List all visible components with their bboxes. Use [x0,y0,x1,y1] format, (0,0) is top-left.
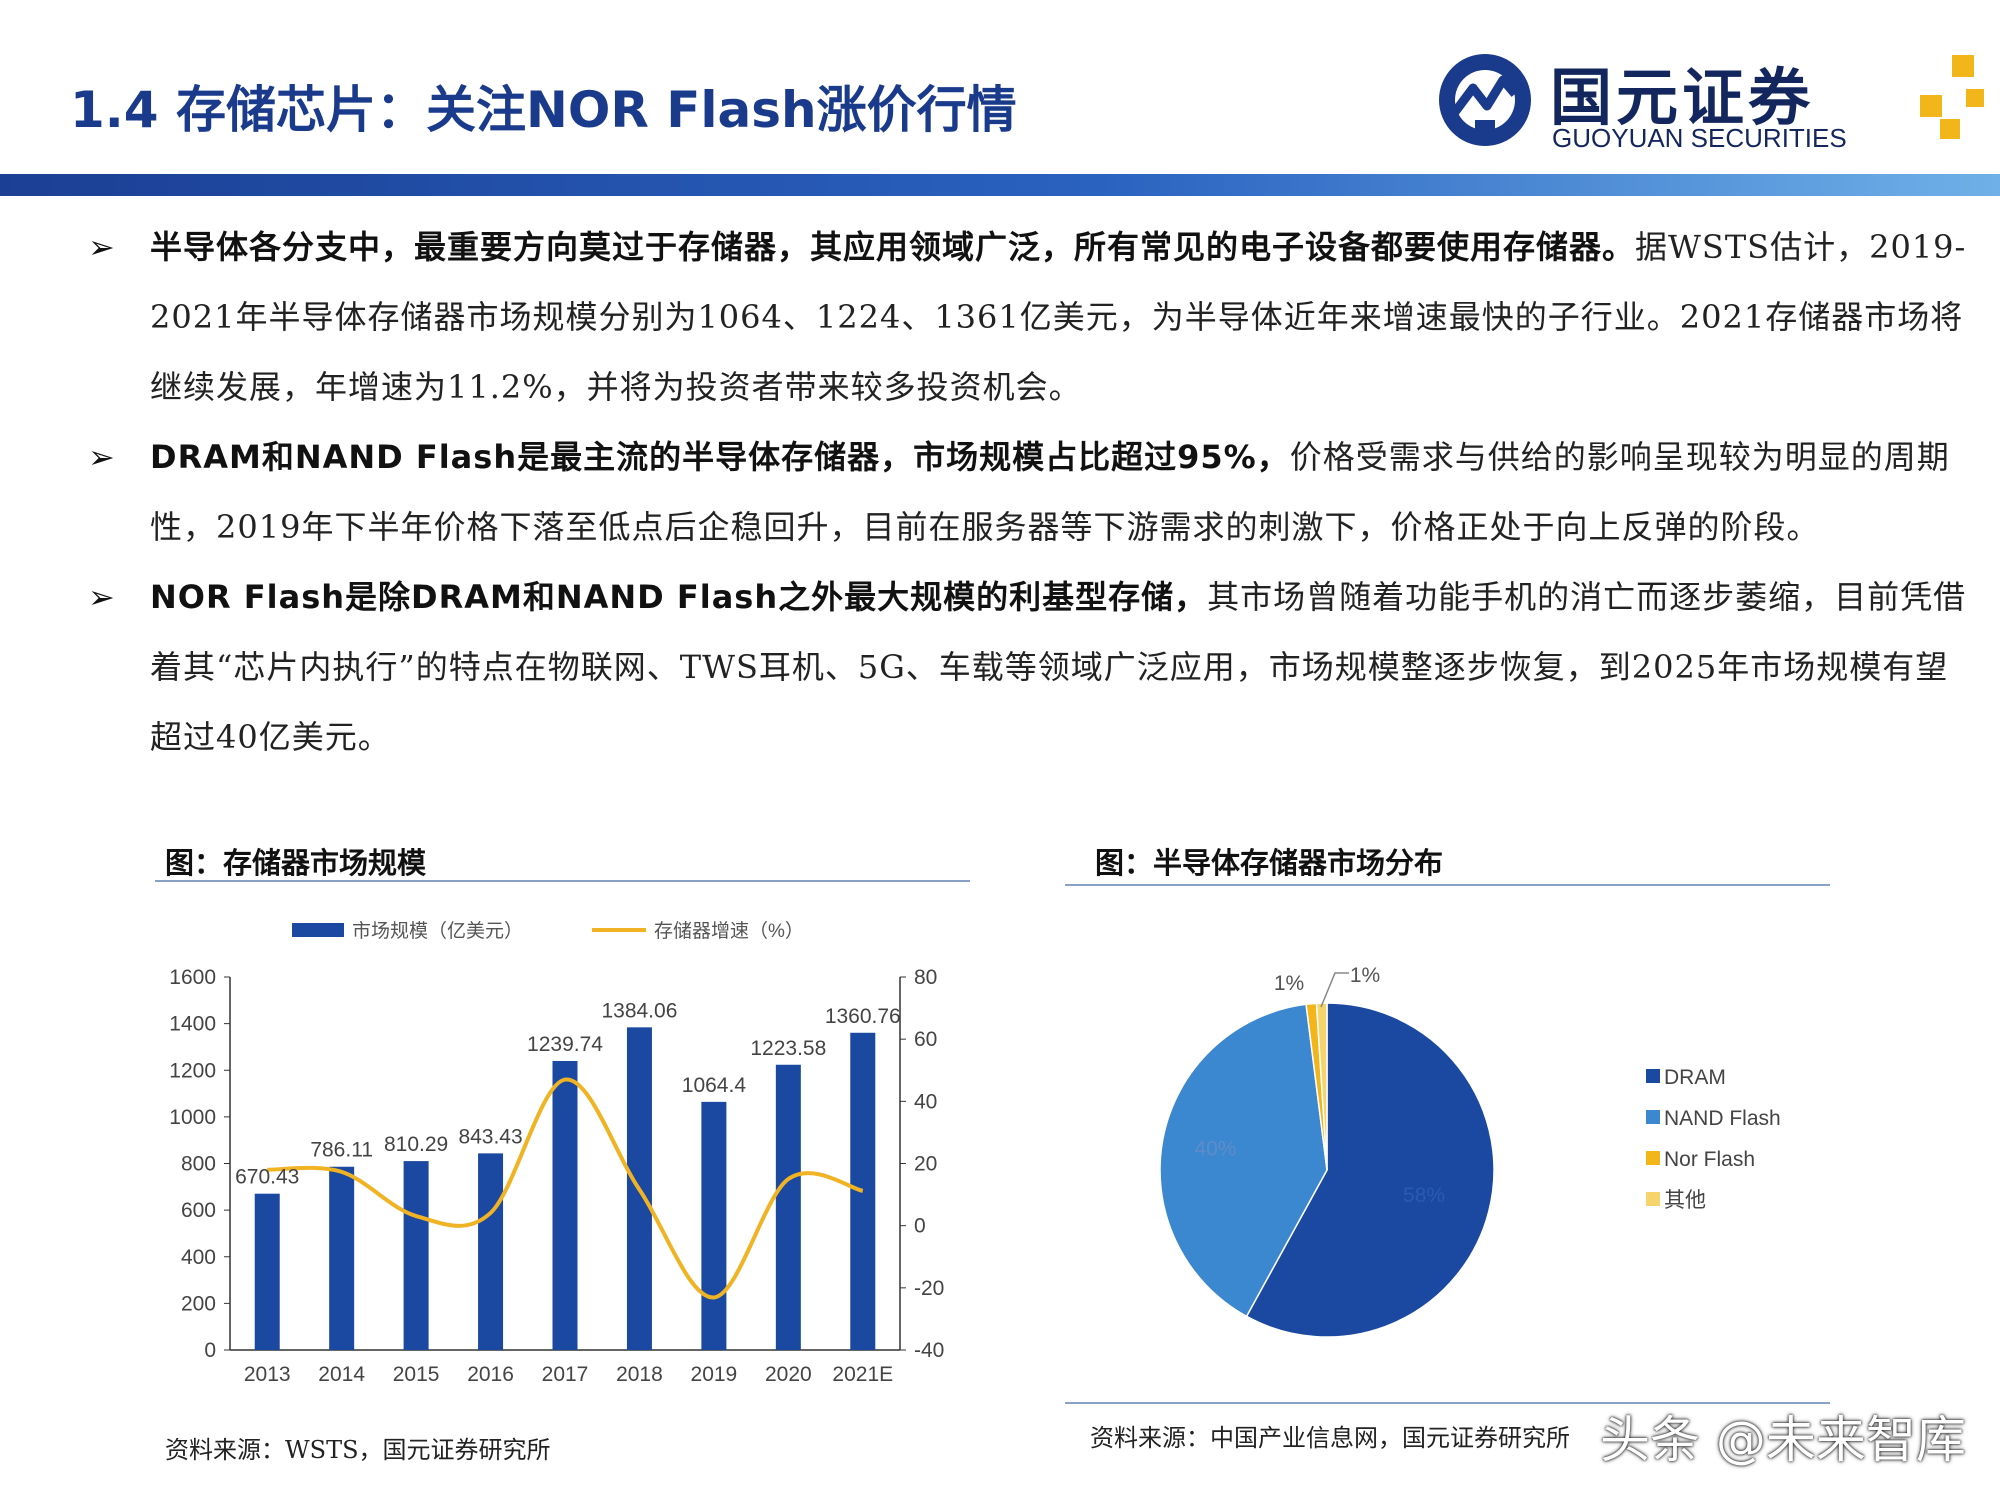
bar-value-label: 1360.76 [825,1005,901,1028]
bullet-bold-text: 半导体各分支中，最重要方向莫过于存储器，其应用领域广泛，所有常见的电子设备都要使… [150,228,1636,266]
legend-label: NAND Flash [1664,1107,1781,1130]
y-tick-label: 200 [181,1292,216,1315]
y-tick-label: 1000 [169,1106,216,1129]
chart-left-rule [155,880,970,882]
chart-right-title: 图：半导体存储器市场分布 [1095,846,1444,880]
growth-line [267,1077,864,1300]
bar-value-label: 1064.4 [682,1074,747,1097]
bar-2019 [701,1101,727,1350]
chart-right-rule [1065,884,1830,886]
legend-swatch [1646,1110,1660,1124]
bar-value-label: 843.43 [458,1125,522,1148]
x-tick-label: 2013 [244,1363,291,1386]
y2-tick-label: 20 [914,1153,937,1176]
bar-value-label: 1223.58 [750,1037,826,1060]
source-left: 资料来源：WSTS，国元证券研究所 [165,1436,551,1464]
watermark: 头条 @未来智库 [1600,1411,1966,1469]
bullet-arrow-icon: ➢ [88,438,115,476]
bar-2013 [254,1193,280,1350]
legend-label-bar: 市场规模（亿美元） [352,920,523,942]
x-tick-label: 2021E [832,1363,893,1386]
y2-tick-label: 60 [914,1028,937,1051]
x-tick-label: 2017 [542,1363,589,1386]
y2-tick-label: 40 [914,1090,937,1113]
y2-tick-label: 0 [914,1215,926,1238]
chart-legend: 市场规模（亿美元） 存储器增速（%） [292,920,804,942]
pie-value-label: 40% [1194,1138,1236,1161]
bullet-item-3: ➢ NOR Flash是除DRAM和NAND Flash之外最大规模的利基型存储… [88,562,1968,772]
bullet-item-2: ➢ DRAM和NAND Flash是最主流的半导体存储器，市场规模占比超过95%… [88,422,1968,562]
y-tick-label: 1400 [169,1013,216,1036]
x-tick-label: 2018 [616,1363,663,1386]
legend-label: DRAM [1664,1066,1726,1089]
legend-swatch [1646,1151,1660,1165]
y-tick-label: 400 [181,1246,216,1269]
pie-slice-nand-flash [1159,1003,1328,1318]
memory-market-chart: 市场规模（亿美元） 存储器增速（%）02004006008001000120014… [169,920,944,1386]
pie-slice-其他 [1315,1002,1328,1171]
y-tick-label: 1200 [169,1059,216,1082]
bullet-item-1: ➢ 半导体各分支中，最重要方向莫过于存储器，其应用领域广泛，所有常见的电子设备都… [88,212,1968,422]
page-title: 1.4 存储芯片：关注NOR Flash涨价行情 [70,81,1017,139]
bullet-body-text: 其市场曾随着功能手机的消亡而逐步萎缩，目前凭借着其“芯片内执行”的特点在物联网、… [150,578,1967,756]
memory-distribution-chart: 58% 40% 1% 1% DRAM NAND Flash Nor Flash 其他 [1159,964,1781,1338]
bar-value-label: 670.43 [235,1166,299,1189]
bullet-text: NOR Flash是除DRAM和NAND Flash之外最大规模的利基型存储，其… [150,562,1980,772]
company-logo: 国元证券 GUOYUAN SECURITIES [1430,45,1990,165]
pie-value-label: 58% [1403,1184,1445,1207]
bar-value-label: 810.29 [384,1133,448,1156]
bar-2015 [403,1161,429,1350]
logo-name: 国元证券 [1550,61,1815,134]
pie-value-label: 1% [1274,972,1304,995]
y-tick-label: 1600 [169,966,216,989]
legend-swatch-bar [292,923,344,937]
legend-swatch [1646,1192,1660,1206]
pie-slice-dram [1245,1002,1495,1338]
y2-tick-label: 80 [914,966,937,989]
x-tick-label: 2015 [393,1363,440,1386]
legend-swatch [1646,1069,1660,1083]
bullet-text: 半导体各分支中，最重要方向莫过于存储器，其应用领域广泛，所有常见的电子设备都要使… [150,212,1980,422]
bullet-bold-text: NOR Flash是除DRAM和NAND Flash之外最大规模的利基型存储， [150,578,1208,616]
y-tick-label: 600 [181,1199,216,1222]
x-tick-label: 2020 [765,1363,812,1386]
logo-english-name: GUOYUAN SECURITIES [1552,123,1847,153]
legend-label: Nor Flash [1664,1148,1755,1171]
bar-2016 [478,1153,504,1350]
y-tick-label: 0 [204,1339,216,1362]
header-band [0,174,2000,196]
source-right: 资料来源：中国产业信息网，国元证券研究所 [1090,1424,1570,1452]
chart-left-title: 图：存储器市场规模 [165,846,427,880]
y-tick-label: 800 [181,1153,216,1176]
x-tick-label: 2014 [318,1363,365,1386]
y2-tick-label: -40 [914,1339,944,1362]
legend-label-line: 存储器增速（%） [654,920,804,942]
bullet-list: ➢ 半导体各分支中，最重要方向莫过于存储器，其应用领域广泛，所有常见的电子设备都… [88,212,1968,772]
bar-2017 [552,1060,578,1350]
logo-gold-squares-icon [1920,55,1984,139]
bullet-body-text: 价格受需求与供给的影响呈现较为明显的周期性，2019年下半年价格下落至低点后企稳… [150,438,1950,546]
bar-2014 [329,1166,355,1350]
bullet-body-text: 据WSTS估计，2019-2021年半导体存储器市场规模分别为1064、1224… [150,228,1967,406]
bullet-bold-text: DRAM和NAND Flash是最主流的半导体存储器，市场规模占比超过95%， [150,438,1290,476]
x-tick-label: 2016 [467,1363,514,1386]
chart-right-bottom-rule [1065,1402,1830,1404]
bullet-text: DRAM和NAND Flash是最主流的半导体存储器，市场规模占比超过95%，价… [150,422,1980,562]
bar-value-label: 1384.06 [601,999,677,1022]
bullet-arrow-icon: ➢ [88,228,115,266]
bar-2021E [850,1032,876,1350]
bullet-arrow-icon: ➢ [88,578,115,616]
bar-2020 [775,1064,801,1350]
pie-leader-line [1320,972,1349,1008]
y2-tick-label: -20 [914,1277,944,1300]
pie-value-label: 1% [1350,964,1380,987]
bar-value-label: 1239.74 [527,1033,603,1056]
logo-emblem-icon [1439,54,1531,146]
bar-value-label: 786.11 [310,1139,373,1162]
legend-label: 其他 [1664,1189,1706,1212]
x-tick-label: 2019 [691,1363,738,1386]
